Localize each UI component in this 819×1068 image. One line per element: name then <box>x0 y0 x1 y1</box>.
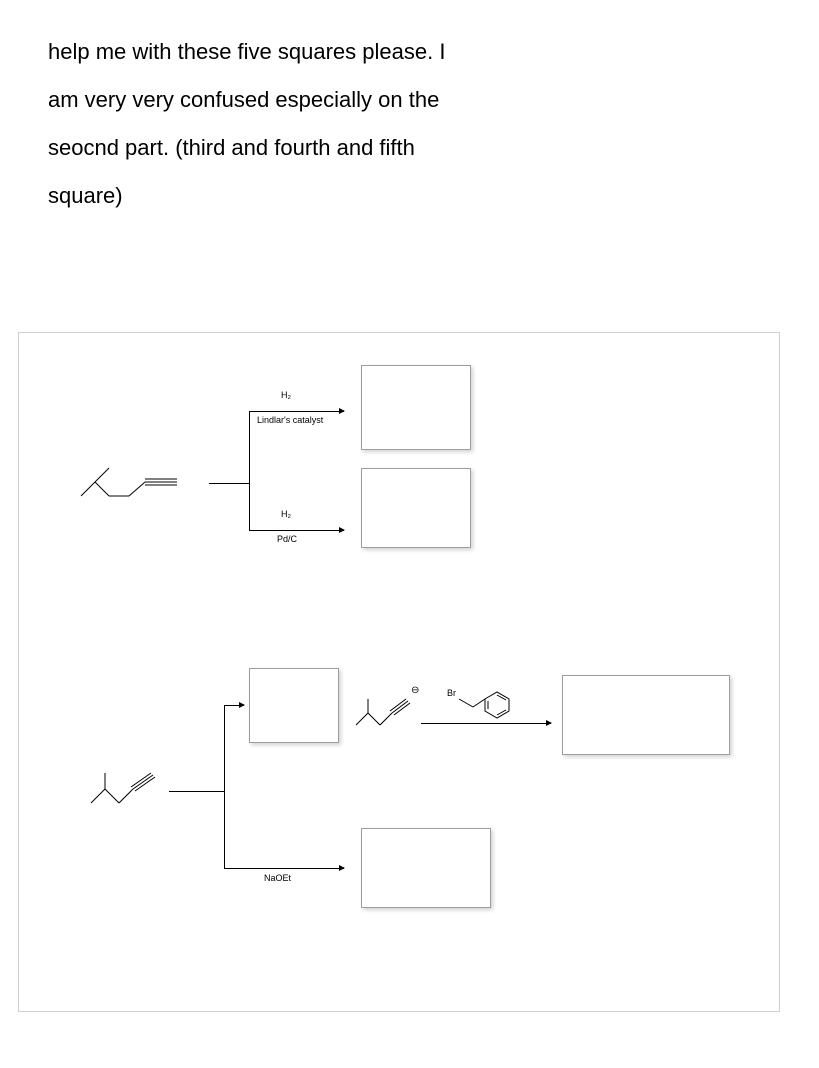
answer-box-3[interactable] <box>249 668 339 743</box>
diagram-panel: H₂ Lindlar's catalyst H₂ Pd/C NaOEt <box>18 332 780 1012</box>
connector-h2 <box>169 791 224 792</box>
arrow-pdc <box>249 530 344 531</box>
label-lindlar: Lindlar's catalyst <box>257 415 323 425</box>
structure-acetylide <box>354 695 414 731</box>
minus-charge: ⊖ <box>411 685 419 696</box>
question-line3: seocnd part. (third and fourth and fifth <box>48 124 568 172</box>
connector-h1 <box>209 483 249 484</box>
bracket-top <box>249 411 250 530</box>
label-pdc: Pd/C <box>277 534 297 544</box>
answer-box-2[interactable] <box>361 468 471 548</box>
answer-box-5[interactable] <box>562 675 730 755</box>
structure-alkyne-2 <box>89 773 159 813</box>
bracket-bottom <box>224 705 225 868</box>
label-h2-top: H₂ <box>281 390 291 400</box>
arrow-to-box3 <box>224 705 244 706</box>
structure-alkyne-1 <box>79 468 199 508</box>
label-h2-bot: H₂ <box>281 509 291 519</box>
question-line1: help me with these five squares please. … <box>48 28 568 76</box>
answer-box-1[interactable] <box>361 365 471 450</box>
arrow-naoet <box>224 868 344 869</box>
structure-benzylbromide <box>459 681 519 717</box>
question-text: help me with these five squares please. … <box>48 28 568 220</box>
question-line4: square) <box>48 172 568 220</box>
label-naoet: NaOEt <box>264 873 291 883</box>
question-line2: am very very confused especially on the <box>48 76 568 124</box>
arrow-benzylbr <box>421 723 551 724</box>
arrow-lindlar <box>249 411 344 412</box>
label-br: Br <box>447 688 456 698</box>
answer-box-4[interactable] <box>361 828 491 908</box>
